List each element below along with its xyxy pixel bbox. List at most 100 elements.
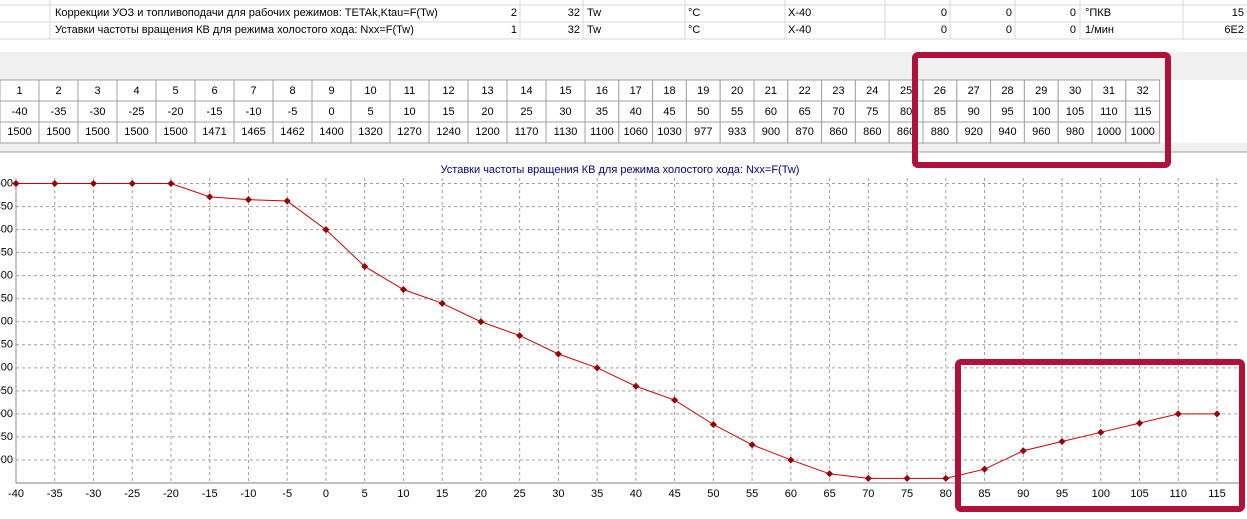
- cell-text: 15: [1232, 7, 1244, 19]
- data-point: [128, 180, 136, 188]
- temp-cell: 90: [968, 106, 980, 118]
- temp-cell: 75: [866, 106, 878, 118]
- index-cell: 15: [559, 85, 571, 97]
- rpm-cell: 1170: [515, 126, 539, 138]
- index-cell: 32: [1137, 85, 1149, 97]
- index-cell: 3: [94, 85, 100, 97]
- temp-cell: -10: [246, 106, 262, 118]
- data-point: [438, 299, 446, 307]
- x-tick-label: 20: [475, 488, 487, 500]
- gray-gap: [0, 143, 1247, 152]
- index-cell: 13: [481, 85, 493, 97]
- data-point: [244, 196, 252, 204]
- y-tick-label: 1200: [0, 316, 13, 328]
- data-point: [671, 396, 679, 404]
- cell-text: X-40: [788, 7, 811, 19]
- temp-cell: 85: [934, 106, 946, 118]
- cell-text: °C: [688, 7, 700, 19]
- temp-cell: 60: [765, 106, 777, 118]
- data-point: [516, 332, 524, 340]
- temp-cell: -40: [12, 106, 28, 118]
- index-cell: 18: [663, 85, 675, 97]
- x-tick-label: 15: [436, 488, 448, 500]
- x-tick-label: 105: [1130, 488, 1148, 500]
- grid-cell: [1057, 79, 1093, 144]
- temp-cell: 110: [1100, 106, 1118, 118]
- temp-cell: -15: [207, 106, 223, 118]
- data-point: [903, 474, 911, 482]
- grid-cell: [389, 79, 430, 144]
- data-point: [1097, 428, 1105, 436]
- x-tick-label: 40: [630, 488, 642, 500]
- index-cell: 8: [289, 85, 295, 97]
- x-tick-label: 35: [591, 488, 603, 500]
- grid-cell: [545, 79, 586, 144]
- x-tick-label: 115: [1208, 488, 1226, 500]
- index-cell: 6: [211, 85, 217, 97]
- rpm-cell: 1130: [554, 126, 578, 138]
- temp-cell: 65: [799, 106, 811, 118]
- x-tick-label: 0: [323, 488, 329, 500]
- y-tick-label: 1400: [0, 224, 13, 236]
- rpm-cell: 1100: [590, 126, 614, 138]
- data-point: [981, 465, 989, 473]
- rpm-cell: 900: [762, 126, 780, 138]
- index-cell: 5: [172, 85, 178, 97]
- x-tick-label: 110: [1169, 488, 1187, 500]
- data-point: [1213, 410, 1221, 418]
- rpm-cell: 1500: [163, 126, 187, 138]
- cell-text: 2: [511, 7, 517, 19]
- index-cell: 29: [1035, 85, 1047, 97]
- grid-cell: [233, 79, 274, 144]
- x-tick-label: 60: [785, 488, 797, 500]
- index-cell: 31: [1103, 85, 1115, 97]
- index-cell: 7: [250, 85, 256, 97]
- rpm-cell: 1500: [124, 126, 148, 138]
- temp-cell: 70: [832, 106, 844, 118]
- highlight-box: [912, 52, 1171, 168]
- data-point: [477, 318, 485, 326]
- index-cell: 23: [832, 85, 844, 97]
- x-tick-label: 75: [901, 488, 913, 500]
- y-tick-label: 900: [0, 454, 13, 466]
- data-point: [283, 197, 291, 205]
- data-point: [361, 262, 369, 270]
- x-tick-label: 100: [1092, 488, 1110, 500]
- x-tick-label: -30: [86, 488, 102, 500]
- data-point: [89, 180, 97, 188]
- grid-cell: [116, 79, 157, 144]
- rpm-cell: 940: [998, 126, 1016, 138]
- data-point: [1058, 438, 1066, 446]
- grid-cell: [1125, 79, 1161, 144]
- data-point: [206, 193, 214, 201]
- cell-text: 0: [1006, 24, 1012, 36]
- index-cell: 30: [1069, 85, 1081, 97]
- rpm-cell: 1000: [1097, 126, 1121, 138]
- temp-cell: -25: [129, 106, 145, 118]
- y-tick-label: 1050: [0, 385, 13, 397]
- grid-cell: [311, 79, 352, 144]
- grid-cell: [0, 79, 40, 144]
- index-cell: 22: [799, 85, 811, 97]
- temp-cell: 25: [520, 106, 532, 118]
- grid-cell: [584, 79, 620, 144]
- rpm-cell: 920: [965, 126, 983, 138]
- data-point: [399, 285, 407, 293]
- data-point: [322, 226, 330, 234]
- data-point: [554, 350, 562, 358]
- grid-cell: [155, 79, 196, 144]
- cell-text: X-40: [788, 24, 811, 36]
- index-cell: 11: [404, 85, 415, 97]
- x-tick-label: 10: [397, 488, 409, 500]
- content: Коррекции УОЗ и топливоподачи для рабочи…: [0, 0, 1247, 500]
- rpm-cell: 1471: [202, 126, 226, 138]
- data-point: [1174, 410, 1182, 418]
- cell-text: °C: [688, 24, 700, 36]
- data-point: [1019, 447, 1027, 455]
- x-tick-label: -40: [8, 488, 24, 500]
- index-cell: 27: [968, 85, 980, 97]
- index-cell: 14: [520, 85, 532, 97]
- cell-text: 32: [568, 24, 580, 36]
- rpm-cell: 1030: [657, 126, 681, 138]
- temp-cell: 45: [663, 106, 675, 118]
